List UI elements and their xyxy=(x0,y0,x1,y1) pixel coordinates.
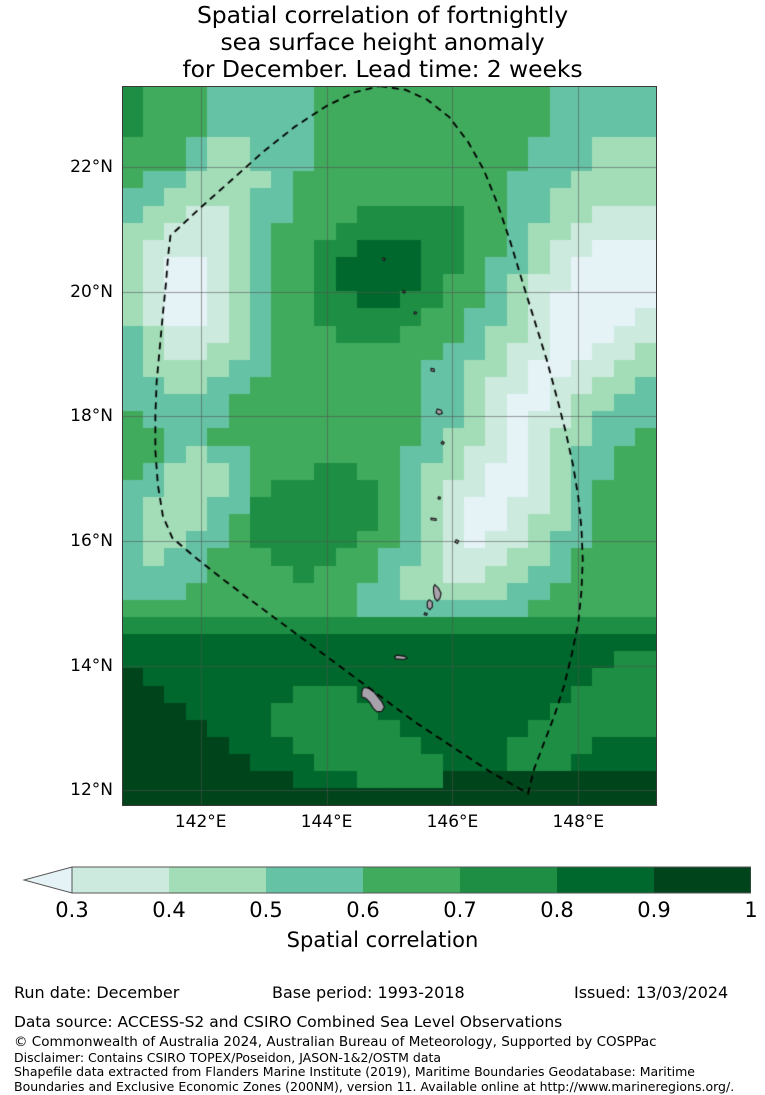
run-date-text: Run date: December xyxy=(14,983,180,1002)
spatial-correlation-heatmap xyxy=(122,86,657,806)
y-tick-label: 12°N xyxy=(70,780,113,801)
colorbar-band xyxy=(460,867,558,893)
y-tick-label: 14°N xyxy=(70,655,113,676)
map-plot xyxy=(122,86,657,806)
x-tick-label: 148°E xyxy=(552,812,605,832)
colorbar-tick-label: 0.6 xyxy=(346,898,380,922)
page-title: Spatial correlation of fortnightly sea s… xyxy=(182,1,583,83)
colorbar-band xyxy=(557,867,655,893)
y-tick-label: 18°N xyxy=(70,406,113,427)
base-period-text: Base period: 1993-2018 xyxy=(272,983,465,1002)
colorbar xyxy=(14,866,751,896)
colorbar-title: Spatial correlation xyxy=(286,928,479,952)
colorbar-band xyxy=(169,867,267,893)
x-tick-label: 146°E xyxy=(426,812,479,832)
colorbar-outline xyxy=(71,866,751,894)
copyright-text: © Commonwealth of Australia 2024, Austra… xyxy=(14,1034,657,1050)
data-source-text: Data source: ACCESS-S2 and CSIRO Combine… xyxy=(14,1013,563,1031)
colorbar-tick-label: 0.3 xyxy=(55,898,89,922)
colorbar-tick-label: 1 xyxy=(744,898,758,922)
shapefile-attribution-text: Shapefile data extracted from Flanders M… xyxy=(14,1064,735,1094)
y-tick-label: 20°N xyxy=(70,281,113,302)
disclaimer-text: Disclaimer: Contains CSIRO TOPEX/Poseido… xyxy=(14,1050,442,1065)
colorbar-band xyxy=(654,867,751,893)
colorbar-tick-label: 0.9 xyxy=(637,898,671,922)
issued-date-text: Issued: 13/03/2024 xyxy=(574,983,729,1002)
colorbar-tick-label: 0.5 xyxy=(249,898,283,922)
colorbar-band xyxy=(363,867,461,893)
colorbar-tick-label: 0.7 xyxy=(443,898,477,922)
colorbar-tick-label: 0.8 xyxy=(540,898,574,922)
x-tick-label: 142°E xyxy=(174,812,227,832)
colorbar-under-arrow xyxy=(22,866,73,894)
colorbar-band xyxy=(72,867,170,893)
colorbar-swatches xyxy=(22,866,751,894)
colorbar-band xyxy=(266,867,364,893)
x-tick-label: 144°E xyxy=(300,812,353,832)
y-tick-label: 22°N xyxy=(70,157,113,178)
colorbar-tick-label: 0.4 xyxy=(152,898,186,922)
y-tick-label: 16°N xyxy=(70,531,113,552)
metadata-row: Run date: December Base period: 1993-201… xyxy=(14,983,759,1005)
